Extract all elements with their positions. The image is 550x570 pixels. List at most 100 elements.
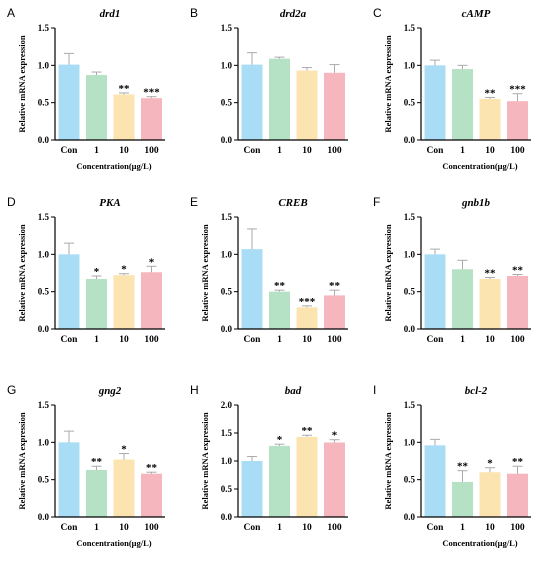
panel-g-title: gng2: [98, 385, 122, 397]
panel-h-bar-1: [269, 445, 290, 517]
panel-h-significance-3: *: [332, 430, 338, 442]
panel-g-ytick-label-1: 0.5: [38, 475, 50, 485]
panel-d-ytick-label-0: 0.0: [38, 324, 50, 334]
panel-g-ytick-label-2: 1.0: [38, 437, 50, 447]
panel-b-ytick-label-3: 1.5: [221, 23, 233, 33]
panel-e: E CREB Relative mRNA expression Con ** 1 *** 10…: [190, 195, 348, 345]
panel-h-bar-3: [324, 442, 345, 517]
panel-f-category-3: 100: [510, 335, 525, 345]
panel-c-ytick-label-2: 1.0: [404, 60, 416, 70]
panel-h-significance-2: **: [302, 425, 314, 437]
panel-c-ytick-label-3: 1.5: [404, 23, 416, 33]
panel-d-ytick-label-2: 1.0: [38, 249, 50, 259]
panel-d-category-1: 1: [94, 335, 99, 345]
panel-d-bar-1: [86, 278, 107, 329]
panel-g-significance-1: **: [91, 456, 103, 468]
panel-e-category-2: 10: [302, 335, 312, 345]
panel-h-title: bad: [285, 385, 302, 397]
panel-e-category-3: 100: [327, 335, 342, 345]
panel-b-ytick-label-0: 0.0: [221, 135, 233, 145]
panel-d-category-2: 10: [119, 335, 129, 345]
panel-f-bar-1: [452, 269, 473, 329]
panel-h-ytick-label-3: 1.5: [221, 428, 233, 438]
panel-g-bar-0: [58, 442, 80, 517]
panel-f-category-0: Con: [427, 335, 445, 345]
panel-b-bar-1: [269, 58, 290, 140]
panel-i-category-1: 1: [460, 523, 465, 533]
panel-g-ylabel: Relative mRNA expression: [17, 412, 27, 509]
panel-a-significance-3: ***: [143, 87, 160, 99]
panel-a-significance-2: **: [119, 83, 131, 95]
panel-e-ytick-label-2: 1.0: [221, 249, 233, 259]
panel-a-bar-1: [86, 75, 107, 140]
panel-f-ytick-label-0: 0.0: [404, 324, 416, 334]
panel-i-significance-1: **: [457, 461, 469, 473]
panel-d-bar-3: [141, 272, 162, 329]
panel-b-title: drd2a: [280, 8, 307, 20]
panel-a-ylabel: Relative mRNA expression: [17, 35, 27, 132]
panel-h-category-1: 1: [277, 523, 282, 533]
panel-a-category-1: 1: [94, 146, 99, 156]
panel-b-ytick-label-2: 1.0: [221, 60, 233, 70]
panel-e-ytick-label-3: 1.5: [221, 212, 233, 222]
panel-b-category-3: 100: [327, 146, 342, 156]
panel-e-significance-1: **: [274, 280, 286, 292]
panel-e-bar-3: [324, 295, 345, 329]
panel-i-bar-0: [424, 445, 446, 517]
panel-f-ytick-label-3: 1.5: [404, 212, 416, 222]
panel-d-ylabel: Relative mRNA expression: [17, 224, 27, 321]
panel-h-bar-2: [296, 436, 318, 517]
panel-b-bar-0: [241, 64, 263, 140]
panel-g-category-2: 10: [119, 523, 129, 533]
panel-a-xlabel: Concentration(μg/L): [76, 161, 151, 171]
panel-a-ytick-label-1: 0.5: [38, 98, 50, 108]
panel-a-bar-0: [58, 64, 80, 140]
panel-e-title: CREB: [278, 197, 307, 209]
panel-g-xlabel: Concentration(μg/L): [76, 538, 151, 548]
panel-d-significance-2: *: [121, 264, 127, 276]
panel-g-bar-2: [113, 459, 135, 517]
panel-e-category-1: 1: [277, 335, 282, 345]
panel-d-title: PKA: [99, 197, 120, 209]
panel-h-ylabel: Relative mRNA expression: [200, 412, 210, 509]
panel-h-bar-0: [241, 461, 263, 517]
panel-i-bar-1: [452, 481, 473, 517]
panel-f-significance-2: **: [485, 267, 497, 279]
panel-c-bar-1: [452, 69, 473, 140]
panel-e-significance-2: ***: [299, 296, 316, 308]
panel-e-significance-3: **: [329, 280, 341, 292]
panel-h-letter: H: [190, 383, 199, 397]
panel-a-ytick-label-3: 1.5: [38, 23, 50, 33]
panel-i-ytick-label-2: 1.0: [404, 437, 416, 447]
panel-i-category-2: 10: [485, 523, 495, 533]
panel-g-ytick-label-3: 1.5: [38, 400, 50, 410]
panel-c-letter: C: [373, 6, 382, 20]
panel-b-bar-2: [296, 70, 318, 140]
panel-a-category-2: 10: [119, 146, 129, 156]
panel-f-ylabel: Relative mRNA expression: [383, 224, 393, 321]
panel-d-significance-3: *: [149, 256, 155, 268]
panel-i-ytick-label-0: 0.0: [404, 512, 416, 522]
panel-a-category-0: Con: [61, 146, 79, 156]
panel-f-letter: F: [373, 195, 380, 209]
panel-g-bar-3: [141, 473, 162, 517]
panel-i-ytick-label-1: 0.5: [404, 475, 416, 485]
panel-b-ytick-label-1: 0.5: [221, 98, 233, 108]
panel-f-title: gnb1b: [461, 197, 491, 209]
panel-f-category-1: 1: [460, 335, 465, 345]
panel-h-category-3: 100: [327, 523, 342, 533]
panel-c-bar-0: [424, 65, 446, 140]
panel-f-bar-2: [479, 278, 501, 329]
panel-i-title: bcl-2: [465, 385, 488, 397]
panel-e-letter: E: [190, 195, 198, 209]
panel-h-ytick-label-2: 1.0: [221, 456, 233, 466]
panel-i-significance-3: **: [512, 456, 524, 468]
panel-a-letter: A: [7, 6, 15, 20]
panel-c-ytick-label-0: 0.0: [404, 135, 416, 145]
